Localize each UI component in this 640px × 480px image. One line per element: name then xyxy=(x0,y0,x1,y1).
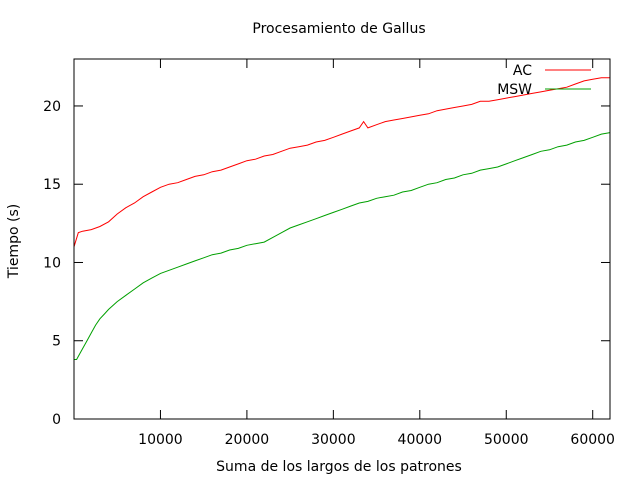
legend: AC MSW xyxy=(497,63,591,98)
x-axis-label: Suma de los largos de los patrones xyxy=(216,459,462,475)
y-tick-label: 0 xyxy=(52,412,61,428)
legend-label-msw: MSW xyxy=(497,82,532,98)
series-lines xyxy=(73,77,611,360)
x-tick-label: 10000 xyxy=(138,432,183,448)
x-tick-label: 20000 xyxy=(225,432,270,448)
series-line-msw xyxy=(74,132,611,360)
x-tick-label: 30000 xyxy=(311,432,356,448)
tick-marks xyxy=(74,59,610,420)
y-tick-label: 10 xyxy=(43,255,61,271)
legend-label-ac: AC xyxy=(513,63,532,79)
series-line-ac xyxy=(73,77,610,247)
y-tick-label: 15 xyxy=(43,177,61,193)
y-tick-label: 5 xyxy=(52,334,61,350)
x-tick-label: 60000 xyxy=(570,432,615,448)
chart-title: Procesamiento de Gallus xyxy=(252,21,425,37)
x-tick-label: 50000 xyxy=(484,432,529,448)
x-tick-label: 40000 xyxy=(398,432,443,448)
y-tick-label: 20 xyxy=(43,99,61,115)
plot-area-frame xyxy=(73,58,611,420)
tick-labels: 0 5 10 15 20 10000 20000 30000 40000 50000 60000 xyxy=(43,99,615,448)
y-axis-label: Tiempo (s) xyxy=(6,204,22,279)
